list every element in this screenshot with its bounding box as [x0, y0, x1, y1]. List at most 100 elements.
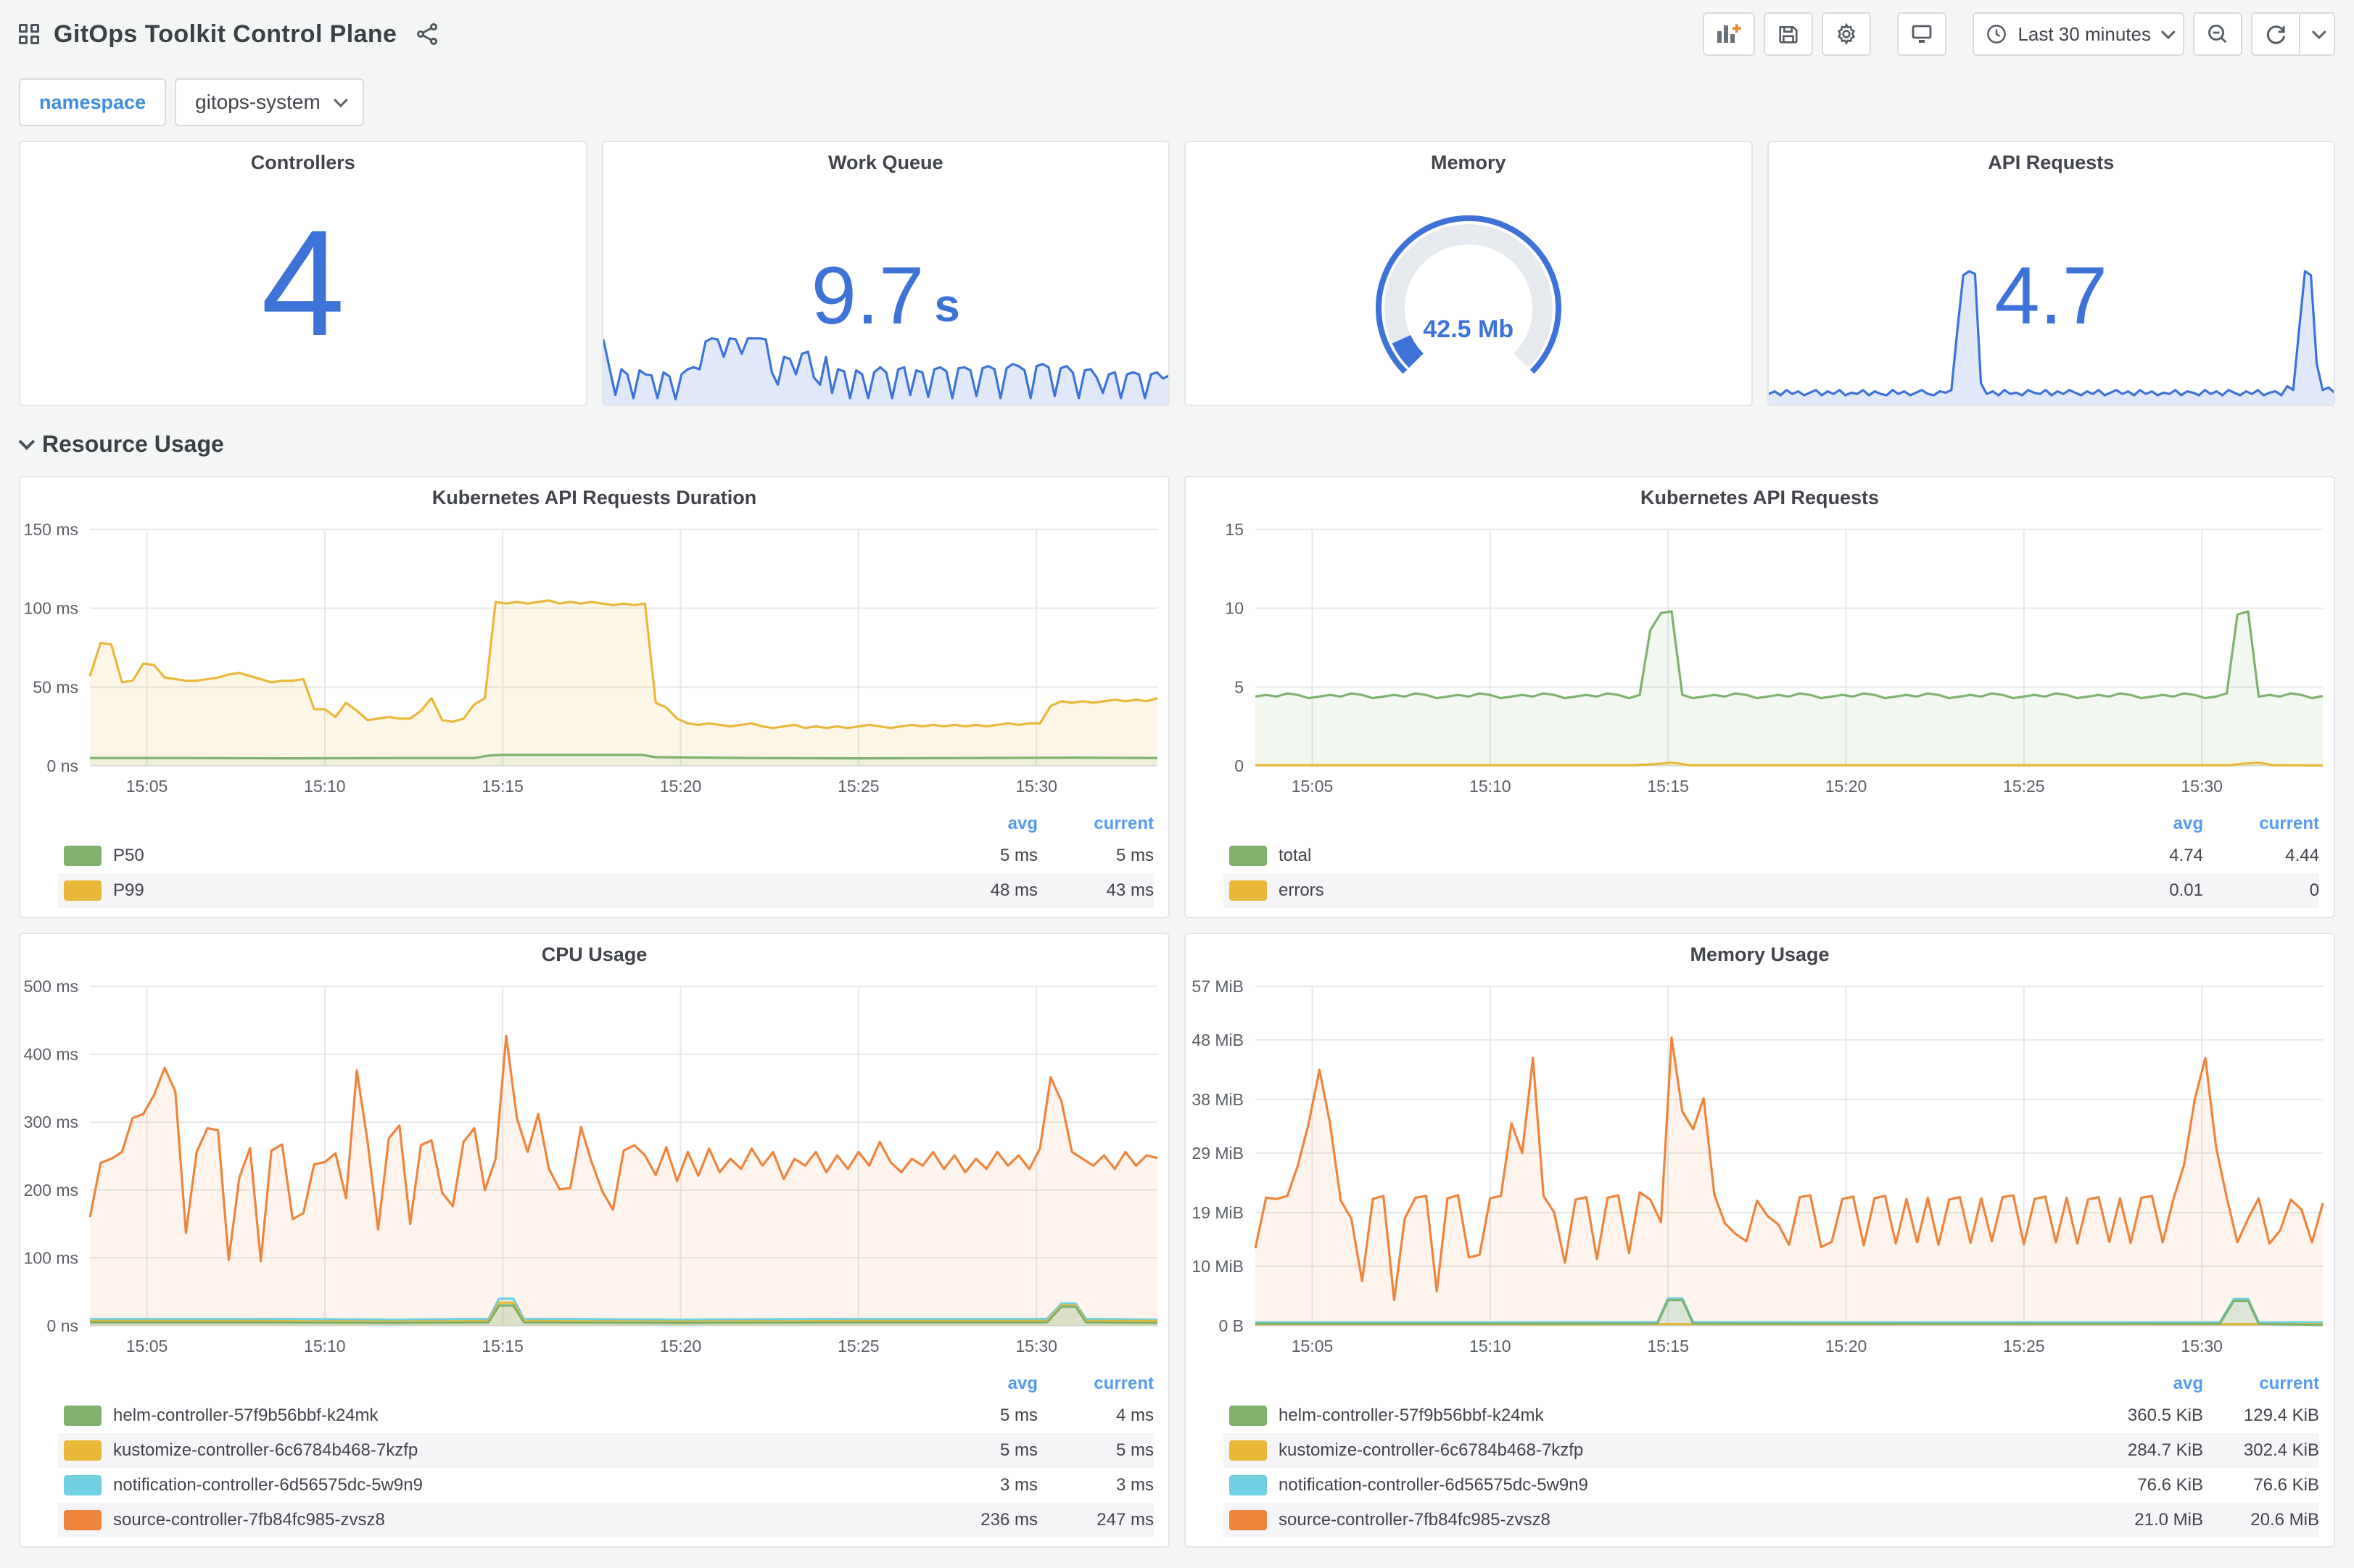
memory-gauge[interactable]: [1186, 183, 1751, 405]
svg-text:15:05: 15:05: [126, 777, 168, 796]
legend-sort-avg[interactable]: avg: [2173, 814, 2203, 833]
apps-grid-icon[interactable]: [19, 24, 39, 44]
time-range-picker[interactable]: Last 30 minutes: [1973, 12, 2184, 56]
series-name[interactable]: helm-controller-57f9b56bbf-k24mk: [113, 1406, 379, 1425]
svg-text:5: 5: [1234, 677, 1244, 696]
cpu-usage-chart[interactable]: 15:05 15:10 15:15 15:20 15:25 15:30 0 ns 100 ms…: [20, 975, 1168, 1366]
svg-text:15:30: 15:30: [2181, 1337, 2223, 1356]
svg-text:15:10: 15:10: [304, 777, 346, 796]
series-current: 43 ms: [1106, 880, 1154, 900]
series-name[interactable]: source-controller-7fb84fc985-zvsz8: [1279, 1510, 1550, 1530]
legend-sort-current[interactable]: current: [1094, 814, 1154, 833]
series-name[interactable]: notification-controller-6d56575dc-5w9n9: [1279, 1475, 1588, 1495]
series-current: 5 ms: [1115, 846, 1154, 865]
svg-text:15:15: 15:15: [1647, 777, 1689, 796]
series-avg: 76.6 KiB: [2137, 1475, 2203, 1495]
series-name[interactable]: notification-controller-6d56575dc-5w9n9: [113, 1475, 423, 1495]
panel-controllers: Controllers 4: [19, 141, 587, 406]
legend-row[interactable]: notification-controller-6d56575dc-5w9n9 7…: [1223, 1468, 2319, 1503]
series-color-dash: [1229, 1510, 1267, 1530]
legend-row[interactable]: errors 0.01 0: [1223, 873, 2319, 908]
legend-row[interactable]: notification-controller-6d56575dc-5w9n9 3…: [58, 1468, 1154, 1503]
work-queue-sparkline[interactable]: [603, 296, 1169, 405]
share-icon[interactable]: [411, 18, 443, 50]
panel-title[interactable]: Kubernetes API Requests Duration: [431, 486, 757, 508]
top-nav: GitOps Toolkit Control Plane: [19, 0, 2335, 68]
legend-row[interactable]: helm-controller-57f9b56bbf-k24mk 5 ms 4 ms: [58, 1398, 1154, 1433]
series-name[interactable]: P50: [113, 846, 144, 865]
svg-text:200 ms: 200 ms: [24, 1181, 78, 1200]
panel-title[interactable]: Controllers: [250, 151, 355, 173]
cycle-view-mode-button[interactable]: [1897, 12, 1947, 56]
panel-title[interactable]: API Requests: [1988, 151, 2115, 173]
series-current: 302.4 KiB: [2243, 1440, 2319, 1460]
svg-text:15:10: 15:10: [1469, 777, 1511, 796]
dashboard-settings-button[interactable]: [1822, 12, 1872, 56]
refresh-interval-dropdown[interactable]: [2300, 12, 2335, 56]
zoom-out-button[interactable]: [2193, 12, 2242, 56]
legend-row[interactable]: source-controller-7fb84fc985-zvsz8 236 ms…: [58, 1503, 1154, 1538]
refresh-button[interactable]: [2251, 12, 2300, 56]
legend-sort-current[interactable]: current: [2259, 1374, 2319, 1393]
svg-text:500 ms: 500 ms: [24, 977, 78, 996]
series-name[interactable]: kustomize-controller-6c6784b468-7kzfp: [1279, 1440, 1584, 1460]
chart-legend: avg current total 4.74 4.44 errors 0.01 0: [1186, 806, 2334, 908]
variable-label[interactable]: namespace: [39, 91, 146, 113]
chevron-down-icon: [2311, 25, 2326, 40]
panel-title[interactable]: Memory Usage: [1690, 943, 1830, 965]
series-avg: 3 ms: [999, 1475, 1038, 1495]
legend-row[interactable]: kustomize-controller-6c6784b468-7kzfp 5 m…: [58, 1433, 1154, 1468]
legend-row[interactable]: P50 5 ms 5 ms: [58, 838, 1154, 873]
series-name[interactable]: kustomize-controller-6c6784b468-7kzfp: [113, 1440, 418, 1460]
k8s-api-requests-duration-chart[interactable]: 15:05 15:10 15:15 15:20 15:25 15:30 0 ns 50 ms 1…: [20, 518, 1168, 806]
legend-row[interactable]: helm-controller-57f9b56bbf-k24mk 360.5 Ki…: [1223, 1398, 2319, 1433]
legend-sort-avg[interactable]: avg: [1007, 814, 1038, 833]
add-panel-button[interactable]: [1703, 12, 1756, 56]
svg-text:0 ns: 0 ns: [47, 756, 78, 775]
legend-header: avg current: [1223, 1369, 2319, 1398]
panel-memory-usage: Memory Usage 15:05 15:10 15:15 15:20 15:25 15…: [1184, 933, 2335, 1548]
svg-text:15:05: 15:05: [1292, 1337, 1334, 1356]
series-color-dash: [64, 1440, 102, 1461]
series-current: 247 ms: [1097, 1510, 1154, 1530]
series-color-dash: [64, 846, 102, 866]
svg-text:15:05: 15:05: [126, 1337, 168, 1356]
legend-row[interactable]: total 4.74 4.44: [1223, 838, 2319, 873]
panel-title[interactable]: Work Queue: [827, 151, 943, 173]
panel-title[interactable]: CPU Usage: [541, 943, 648, 965]
variable-namespace-select[interactable]: gitops-system: [175, 78, 364, 126]
series-current: 4.44: [2285, 846, 2319, 865]
panel-title[interactable]: Memory: [1430, 151, 1506, 173]
section-resource-usage[interactable]: Resource Usage: [18, 424, 2335, 464]
legend-sort-current[interactable]: current: [2259, 814, 2319, 833]
svg-text:400 ms: 400 ms: [24, 1045, 78, 1064]
legend-row[interactable]: P99 48 ms 43 ms: [58, 873, 1154, 908]
series-avg: 5 ms: [999, 1406, 1038, 1425]
series-name[interactable]: source-controller-7fb84fc985-zvsz8: [113, 1510, 385, 1530]
save-dashboard-button[interactable]: [1764, 12, 1814, 56]
svg-text:15:25: 15:25: [2003, 1337, 2045, 1356]
svg-text:15:20: 15:20: [1825, 1337, 1867, 1356]
legend-sort-avg[interactable]: avg: [2173, 1374, 2203, 1393]
svg-text:29 MiB: 29 MiB: [1192, 1144, 1244, 1163]
series-avg: 360.5 KiB: [2127, 1406, 2203, 1425]
api-requests-sparkline[interactable]: [1768, 267, 2334, 405]
legend-row[interactable]: kustomize-controller-6c6784b468-7kzfp 284…: [1223, 1433, 2319, 1468]
legend-header: avg current: [58, 1369, 1154, 1398]
charts-grid: Kubernetes API Requests Duration 15:05 15…: [19, 476, 2335, 1548]
series-name[interactable]: helm-controller-57f9b56bbf-k24mk: [1279, 1406, 1544, 1425]
svg-text:0: 0: [1234, 756, 1244, 775]
memory-usage-chart[interactable]: 15:05 15:10 15:15 15:20 15:25 15:30 0 B 10 MiB 1…: [1186, 975, 2334, 1366]
panel-title[interactable]: Kubernetes API Requests: [1640, 486, 1880, 508]
legend-sort-avg[interactable]: avg: [1007, 1374, 1038, 1393]
series-name[interactable]: errors: [1279, 880, 1324, 900]
series-name[interactable]: total: [1279, 846, 1312, 865]
chart-legend: avg current helm-controller-57f9b56bbf-k24…: [20, 1366, 1168, 1538]
k8s-api-requests-chart[interactable]: 15:05 15:10 15:15 15:20 15:25 15:30 0 5 10 15: [1186, 518, 2334, 806]
memory-gauge-value: 42.5 Mb: [1423, 315, 1514, 343]
legend-sort-current[interactable]: current: [1094, 1374, 1154, 1393]
svg-text:0 B: 0 B: [1218, 1316, 1244, 1335]
legend-row[interactable]: source-controller-7fb84fc985-zvsz8 21.0 M…: [1223, 1503, 2319, 1538]
series-name[interactable]: P99: [113, 880, 144, 900]
refresh-button-group: [2251, 12, 2335, 56]
